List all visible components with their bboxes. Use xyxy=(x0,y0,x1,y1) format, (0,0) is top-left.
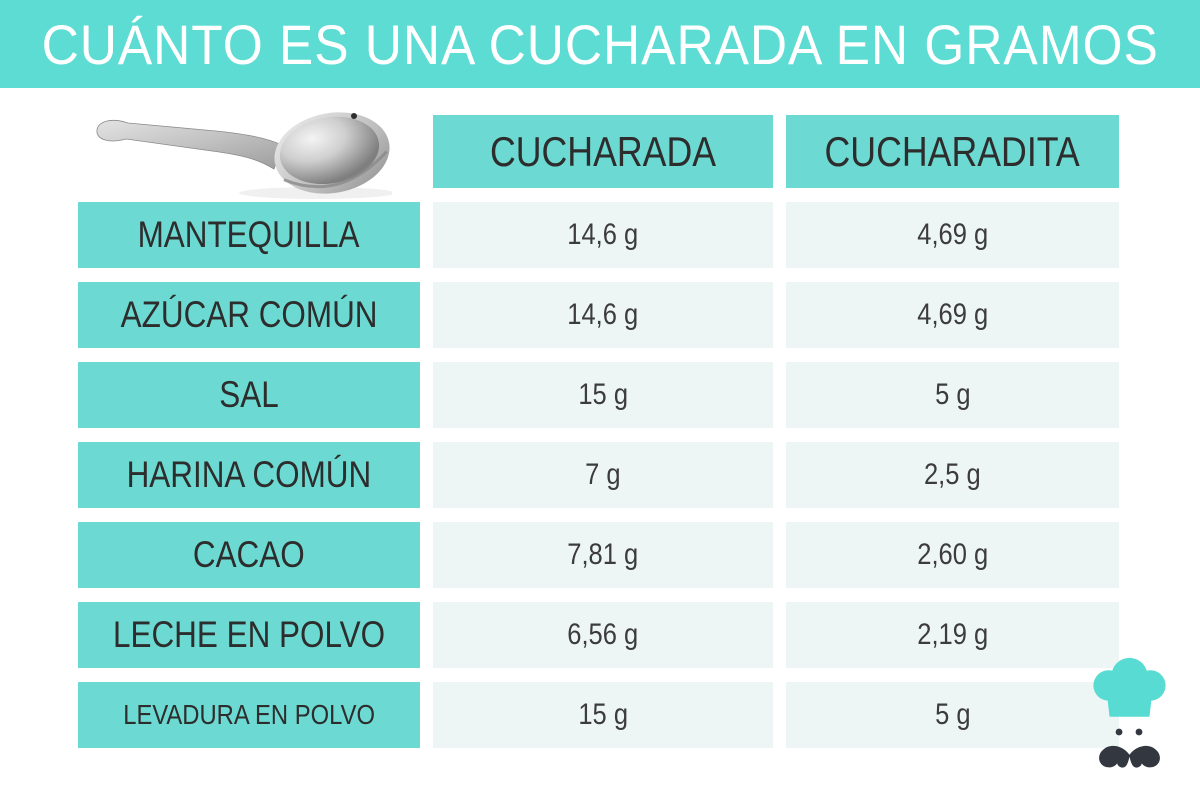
column-header-label: CUCHARADA xyxy=(489,127,717,175)
grams-value: 2,60 g xyxy=(917,538,988,571)
page-title: CUÁNTO ES UNA CUCHARADA EN GRAMOS xyxy=(41,12,1159,76)
ingredient-label: MANTEQUILLA xyxy=(138,214,360,255)
ingredient-label: HARINA COMÚN xyxy=(126,454,372,495)
grams-value: 2,19 g xyxy=(917,618,988,651)
spoon-photo xyxy=(78,112,420,199)
ingredient-label: AZÚCAR COMÚN xyxy=(120,294,378,335)
grams-value: 7 g xyxy=(585,458,621,491)
cucharadita-value: 2,19 g xyxy=(786,602,1119,668)
cucharada-value: 7 g xyxy=(433,442,773,508)
ingredient-label: CACAO xyxy=(193,534,305,575)
cucharada-value: 7,81 g xyxy=(433,522,773,588)
cucharadita-value: 2,5 g xyxy=(786,442,1119,508)
grams-value: 4,69 g xyxy=(917,298,988,331)
row-label-azucar-comun: AZÚCAR COMÚN xyxy=(78,282,420,348)
chef-hat-mustache-icon xyxy=(1093,657,1166,768)
cucharada-value: 15 g xyxy=(433,682,773,748)
row-label-mantequilla: MANTEQUILLA xyxy=(78,202,420,268)
cucharada-value: 14,6 g xyxy=(433,202,773,268)
column-header-label: CUCHARADITA xyxy=(824,127,1081,175)
grams-value: 5 g xyxy=(934,698,971,731)
cucharadita-value: 5 g xyxy=(786,682,1119,748)
row-label-sal: SAL xyxy=(78,362,420,428)
grams-value: 14,6 g xyxy=(567,218,639,251)
cucharada-value: 14,6 g xyxy=(433,282,773,348)
grams-value: 15 g xyxy=(578,698,628,731)
ingredient-label: LEVADURA EN POLVO xyxy=(123,699,375,730)
ingredient-label: LECHE EN POLVO xyxy=(112,614,386,655)
column-header-cucharadita: CUCHARADITA xyxy=(786,115,1119,188)
grams-value: 15 g xyxy=(578,378,628,411)
title-bar: CUÁNTO ES UNA CUCHARADA EN GRAMOS xyxy=(0,0,1200,88)
grams-value: 14,6 g xyxy=(567,298,639,331)
ingredient-label: SAL xyxy=(219,374,279,415)
chef-logo xyxy=(1082,655,1177,790)
row-label-cacao: CACAO xyxy=(78,522,420,588)
cucharadita-value: 4,69 g xyxy=(786,202,1119,268)
row-label-leche-en-polvo: LECHE EN POLVO xyxy=(78,602,420,668)
column-header-cucharada: CUCHARADA xyxy=(433,115,773,188)
row-label-harina-comun: HARINA COMÚN xyxy=(78,442,420,508)
grams-value: 6,56 g xyxy=(567,618,639,651)
cucharada-value: 6,56 g xyxy=(433,602,773,668)
spoon-icon xyxy=(96,112,392,199)
conversion-table: CUCHARADA CUCHARADITA MANTEQUILLA 14,6 g… xyxy=(78,112,1119,748)
grams-value: 2,5 g xyxy=(924,458,981,491)
cucharadita-value: 5 g xyxy=(786,362,1119,428)
cucharadita-value: 2,60 g xyxy=(786,522,1119,588)
grams-value: 7,81 g xyxy=(567,538,639,571)
grams-value: 5 g xyxy=(934,378,971,411)
cucharada-value: 15 g xyxy=(433,362,773,428)
grams-value: 4,69 g xyxy=(917,218,988,251)
cucharadita-value: 4,69 g xyxy=(786,282,1119,348)
row-label-levadura-en-polvo: LEVADURA EN POLVO xyxy=(78,682,420,748)
